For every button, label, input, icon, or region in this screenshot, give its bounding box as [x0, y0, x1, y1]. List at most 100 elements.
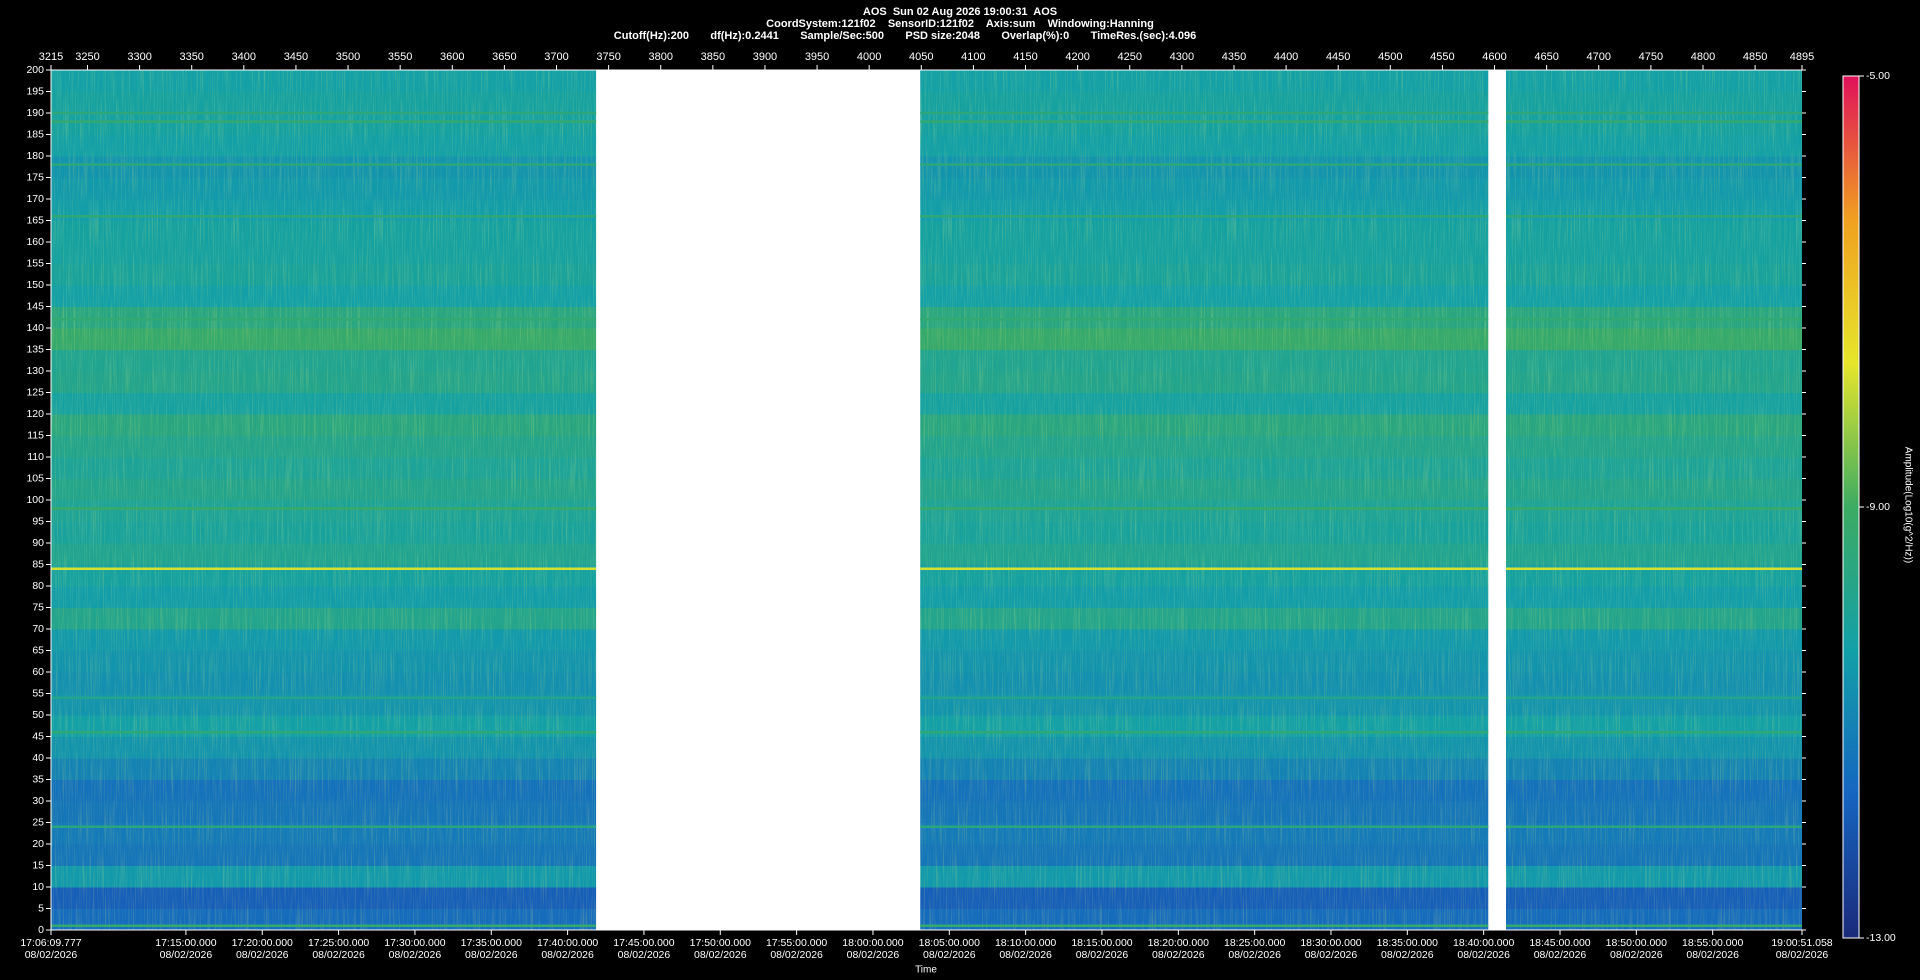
y-tick-label: 180: [26, 150, 44, 162]
colorbar-tick-label: -13.00: [1866, 932, 1896, 944]
chart-subtitle: CoordSystem:121f02 SensorID:121f02 Axis:…: [766, 18, 1154, 30]
x-tick-label: 4500: [1378, 51, 1402, 63]
x2-tick-date: 08/02/2026: [25, 949, 78, 961]
x-tick-label: 4000: [857, 51, 881, 63]
y-tick-label: 145: [26, 300, 44, 312]
y-tick-label: 115: [27, 429, 44, 441]
y-tick-label: 195: [26, 85, 44, 97]
y-tick-label: 35: [32, 773, 44, 785]
colorbar-label: Amplitude(Log10(g^2/Hz)): [1902, 447, 1913, 563]
x2-tick-date: 08/02/2026: [694, 949, 747, 961]
x-tick-label: 4200: [1065, 51, 1089, 63]
x-tick-label: 3700: [544, 51, 568, 63]
x2-tick-label: 17:15:00.000: [155, 937, 216, 949]
y-tick-label: 170: [26, 193, 44, 205]
x2-tick-date: 08/02/2026: [1457, 949, 1510, 961]
x2-tick-label: 17:50:00.000: [690, 937, 751, 949]
x-tick-label: 4400: [1274, 51, 1298, 63]
x2-tick-date: 08/02/2026: [1228, 949, 1281, 961]
x2-tick-label: 18:15:00.000: [1071, 937, 1132, 949]
x-tick-label: 3250: [75, 51, 99, 63]
x2-tick-label: 18:00:00.000: [842, 937, 903, 949]
x-tick-label: 3350: [179, 51, 203, 63]
x-tick-label: 4600: [1482, 51, 1506, 63]
x-tick-label: 4150: [1013, 51, 1037, 63]
y-tick-label: 100: [26, 494, 44, 506]
x2-tick-date: 08/02/2026: [1534, 949, 1587, 961]
x2-tick-label: 17:06:09.777: [20, 937, 81, 949]
x-tick-label: 4650: [1534, 51, 1558, 63]
x2-tick-label: 18:30:00.000: [1300, 937, 1361, 949]
x2-tick-date: 08/02/2026: [923, 949, 976, 961]
y-tick-label: 155: [26, 257, 44, 269]
x2-tick-date: 08/02/2026: [1305, 949, 1358, 961]
y-tick-label: 110: [27, 451, 44, 463]
y-tick-label: 30: [32, 795, 44, 807]
x2-tick-label: 17:20:00.000: [232, 937, 293, 949]
x-tick-label: 4050: [909, 51, 933, 63]
y-tick-label: 40: [32, 752, 44, 764]
x2-tick-label: 18:35:00.000: [1377, 937, 1438, 949]
y-tick-label: 130: [26, 365, 44, 377]
x-tick-label: 4550: [1430, 51, 1454, 63]
x-tick-label: 3950: [805, 51, 829, 63]
y-tick-label: 175: [26, 171, 44, 183]
x2-tick-label: 18:40:00.000: [1453, 937, 1514, 949]
x-tick-label: 4100: [961, 51, 985, 63]
x-tick-label: 3900: [753, 51, 777, 63]
x2-tick-date: 08/02/2026: [465, 949, 518, 961]
x2-tick-date: 08/02/2026: [160, 949, 213, 961]
texture: [51, 70, 597, 930]
x-tick-label: 4895: [1790, 51, 1814, 63]
x2-tick-date: 08/02/2026: [1610, 949, 1663, 961]
x2-tick-date: 08/02/2026: [1776, 949, 1829, 961]
x-tick-label: 3650: [492, 51, 516, 63]
y-tick-label: 75: [32, 601, 44, 613]
x-tick-label: 3850: [701, 51, 725, 63]
x2-tick-date: 08/02/2026: [618, 949, 671, 961]
x-tick-label: 3550: [388, 51, 412, 63]
y-tick-label: 140: [26, 322, 44, 334]
x2-tick-date: 08/02/2026: [847, 949, 900, 961]
x2-tick-label: 18:55:00.000: [1682, 937, 1743, 949]
y-tick-label: 185: [26, 128, 44, 140]
chart-title: AOS Sun 02 Aug 2026 19:00:31 AOS: [863, 6, 1057, 18]
x2-tick-label: 18:45:00.000: [1529, 937, 1590, 949]
x2-tick-label: 18:20:00.000: [1148, 937, 1209, 949]
colorbar: [1842, 75, 1860, 939]
y-tick-label: 125: [26, 386, 44, 398]
colorbar-tick-label: -9.00: [1866, 501, 1890, 513]
x-tick-label: 3300: [127, 51, 151, 63]
x-tick-label: 3450: [284, 51, 308, 63]
y-tick-label: 135: [26, 343, 44, 355]
x2-tick-date: 08/02/2026: [236, 949, 289, 961]
x2-tick-label: 18:50:00.000: [1606, 937, 1667, 949]
x-tick-label: 3500: [336, 51, 360, 63]
x2-tick-date: 08/02/2026: [1686, 949, 1739, 961]
x2-tick-date: 08/02/2026: [770, 949, 823, 961]
plot-area: 3215 3250 3300 3350 3400 3450 3500 3550 3600 3650…: [20, 51, 1896, 961]
x2-tick-label: 17:45:00.000: [613, 937, 674, 949]
y-tick-label: 50: [32, 709, 44, 721]
x2-tick-date: 08/02/2026: [999, 949, 1052, 961]
y-tick-label: 10: [32, 881, 44, 893]
x-tick-label: 4750: [1639, 51, 1663, 63]
texture: [1505, 70, 1802, 930]
y-tick-label: 60: [32, 666, 44, 678]
x2-tick-label: 17:25:00.000: [308, 937, 369, 949]
y-tick-label: 85: [32, 558, 44, 570]
x-tick-label: 3800: [648, 51, 672, 63]
x2-tick-label: 18:05:00.000: [919, 937, 980, 949]
y-tick-label: 200: [26, 64, 44, 76]
y-tick-label: 120: [26, 408, 44, 420]
x2-tick-date: 08/02/2026: [1076, 949, 1129, 961]
x2-tick-label: 18:25:00.000: [1224, 937, 1285, 949]
y-tick-label: 65: [32, 644, 44, 656]
x-tick-label: 4250: [1117, 51, 1141, 63]
y-tick-label: 190: [26, 107, 44, 119]
x-tick-label: 4850: [1743, 51, 1767, 63]
y-tick-label: 45: [32, 730, 44, 742]
x-tick-label: 4350: [1222, 51, 1246, 63]
